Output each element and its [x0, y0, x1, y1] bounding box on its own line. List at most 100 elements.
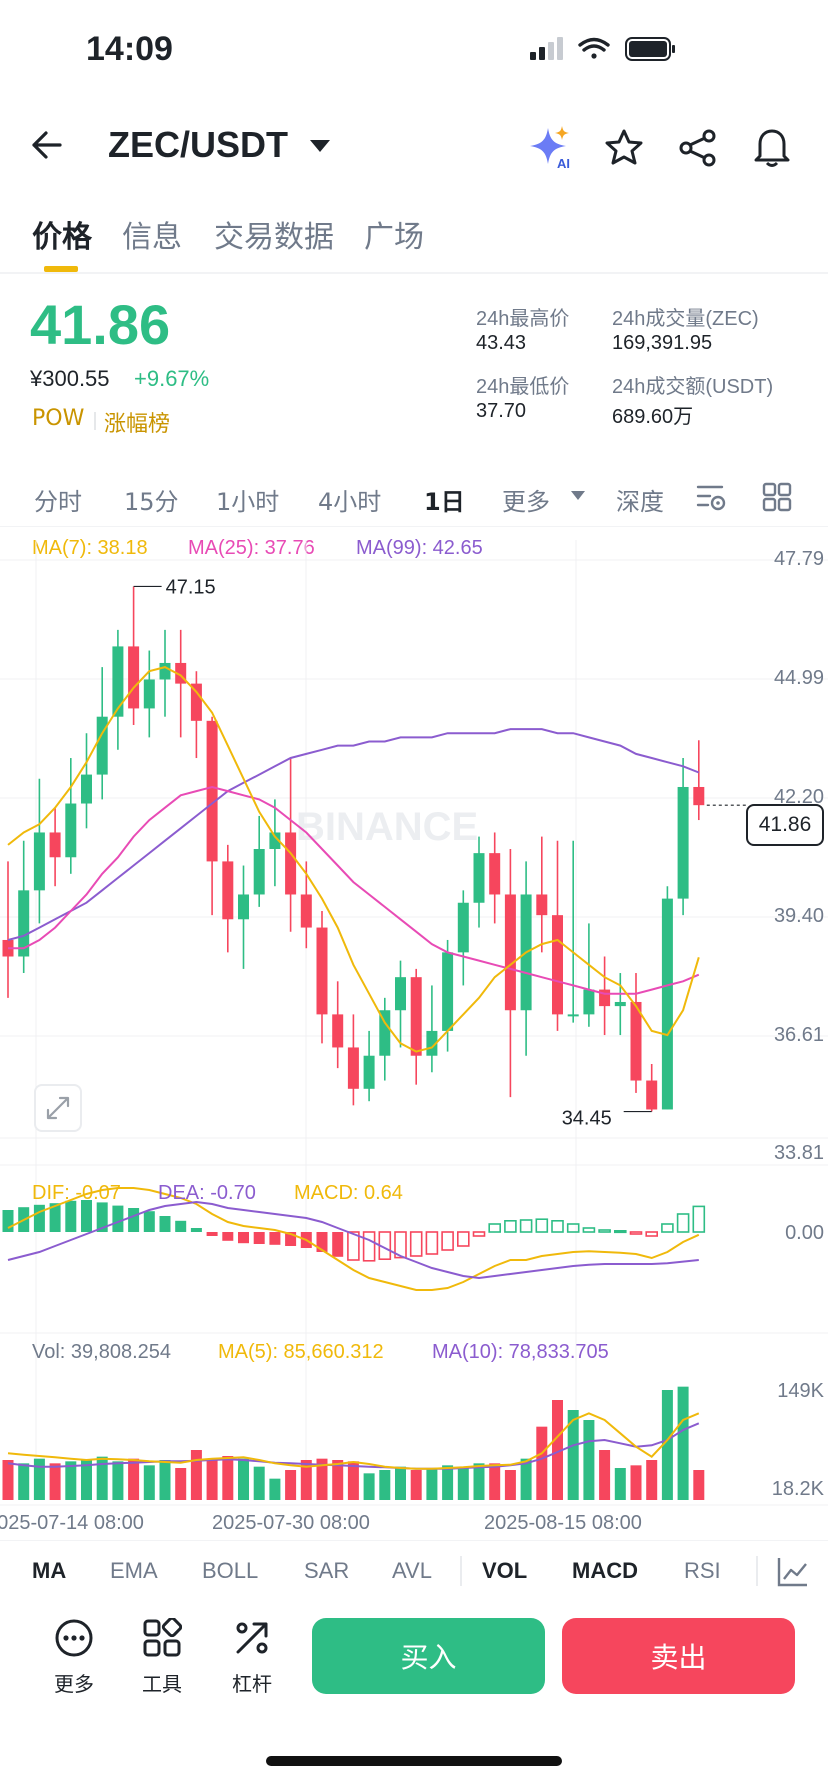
candle-down: [347, 1047, 359, 1089]
macd-histogram-bar: [316, 1232, 328, 1252]
macd-histogram-bar: [96, 1202, 108, 1232]
tab-square[interactable]: 广场: [364, 220, 424, 255]
tag-gainers[interactable]: 涨幅榜: [104, 412, 171, 437]
indicator-boll[interactable]: BOLL: [202, 1558, 259, 1583]
volume-bar-down: [536, 1426, 548, 1500]
macd-histogram-bar: [441, 1231, 454, 1251]
tab-trading-data[interactable]: 交易数据: [214, 220, 334, 255]
tools-icon[interactable]: [142, 1618, 182, 1658]
tab-price[interactable]: 价格: [32, 220, 92, 255]
last-price: 41.86: [30, 293, 171, 356]
price-axis-label: 36.61: [773, 1024, 824, 1046]
volume-bar-down: [504, 1470, 516, 1500]
leverage-icon[interactable]: [232, 1618, 272, 1658]
macd-histogram-bar: [645, 1231, 659, 1237]
macd-histogram-bar: [676, 1213, 690, 1233]
more-label[interactable]: 更多: [54, 1672, 94, 1696]
indicator-vol[interactable]: VOL: [482, 1558, 528, 1583]
kline-chart[interactable]: BINANCE 47.15 34.45: [0, 0, 828, 1540]
candle-up: [18, 890, 30, 957]
indicator-avl[interactable]: AVL: [392, 1558, 432, 1583]
indicator-settings-icon[interactable]: [776, 1556, 810, 1588]
macd-histogram-bar: [65, 1200, 77, 1232]
status-icons: [530, 37, 675, 61]
tag-pow[interactable]: POW: [32, 406, 85, 431]
volume-bar-down: [222, 1456, 234, 1500]
candle-up: [473, 853, 485, 903]
divider: [0, 526, 828, 527]
indicator-ma[interactable]: MA: [32, 1558, 67, 1583]
macd-histogram-bar: [613, 1230, 627, 1234]
ma7-line: [7, 666, 700, 1053]
macd-histogram-bar: [206, 1232, 218, 1236]
price-axis-label: 47.79: [773, 548, 824, 570]
indicator-ema[interactable]: EMA: [110, 1558, 158, 1583]
candle-down: [49, 832, 61, 858]
interval-depth[interactable]: 深度: [616, 488, 664, 516]
macd-histogram-bar: [285, 1232, 297, 1246]
star-favorite-icon[interactable]: [604, 128, 644, 168]
battery-icon: [625, 37, 675, 61]
ai-sparkle-icon[interactable]: AI: [528, 124, 574, 170]
interval-15m[interactable]: 15分: [124, 488, 179, 516]
trading-pair-title[interactable]: ZEC/USDT: [108, 124, 288, 165]
interval-4h[interactable]: 4小时: [318, 488, 382, 516]
candle-up: [96, 716, 108, 775]
interval-timeline[interactable]: 分时: [34, 488, 82, 516]
candle-up: [426, 1030, 438, 1056]
home-indicator: [266, 1756, 562, 1766]
date-axis-label: 2025-08-15 08:00: [484, 1512, 642, 1534]
candle-down: [332, 1014, 344, 1048]
volume-bar-down: [410, 1470, 422, 1500]
bell-icon[interactable]: [752, 126, 792, 168]
volume-bar-up: [269, 1478, 281, 1500]
sell-button[interactable]: 卖出: [562, 1618, 795, 1694]
indicator-rsi[interactable]: RSI: [684, 1558, 721, 1583]
macd-histogram-bar: [535, 1218, 549, 1233]
high-annotation: 47.15: [166, 576, 216, 598]
divider: [0, 272, 828, 274]
candle-up: [457, 902, 469, 953]
interval-more[interactable]: 更多: [502, 488, 550, 516]
interval-1d[interactable]: 1日: [424, 488, 465, 516]
volume-bar-down: [300, 1460, 312, 1500]
candle-down: [300, 894, 312, 928]
more-dots-icon[interactable]: [54, 1618, 94, 1658]
interval-1h[interactable]: 1小时: [216, 488, 280, 516]
legend-dif: DIF: -0.07: [32, 1182, 121, 1204]
macd-histogram-bar: [347, 1231, 360, 1261]
cny-price: ¥300.55: [30, 366, 110, 391]
volume-bar-up: [143, 1465, 155, 1500]
leverage-label[interactable]: 杠杆: [232, 1672, 272, 1696]
macd-histogram-bar: [629, 1231, 643, 1235]
macd-histogram-bar: [362, 1231, 376, 1262]
back-arrow-icon[interactable]: [30, 128, 66, 162]
macd-histogram-bar: [332, 1232, 344, 1257]
amount-label: 24h成交额(USDT): [612, 376, 774, 398]
macd-histogram-bar: [425, 1231, 439, 1255]
macd-histogram-bar: [190, 1228, 202, 1232]
macd-histogram-bar: [598, 1229, 611, 1233]
caret-down-icon[interactable]: [308, 138, 332, 154]
chart-settings-icon[interactable]: [696, 482, 726, 512]
indicator-sar[interactable]: SAR: [304, 1558, 350, 1583]
volume-bar-up: [473, 1463, 485, 1500]
legend-vol-ma10: MA(10): 78,833.705: [432, 1341, 609, 1363]
macd-histogram-bar: [238, 1232, 249, 1244]
volume-bar-down: [332, 1460, 344, 1500]
volume-bar-up: [614, 1468, 626, 1500]
indicator-macd[interactable]: MACD: [572, 1558, 638, 1583]
grid-layout-icon[interactable]: [762, 482, 792, 512]
share-icon[interactable]: [678, 128, 718, 168]
candle-up: [363, 1055, 375, 1089]
volume-bar-down: [285, 1470, 297, 1500]
macd-histogram-bar: [519, 1219, 533, 1233]
tools-label[interactable]: 工具: [142, 1672, 182, 1696]
more-caret-icon[interactable]: [570, 490, 586, 502]
fullscreen-button[interactable]: [34, 1084, 82, 1132]
macd-histogram-bar: [504, 1220, 517, 1233]
legend-ma7: MA(7): 38.18: [32, 537, 148, 559]
tab-info[interactable]: 信息: [122, 220, 182, 255]
buy-button[interactable]: 买入: [312, 1618, 545, 1694]
candle-down: [316, 927, 328, 1015]
